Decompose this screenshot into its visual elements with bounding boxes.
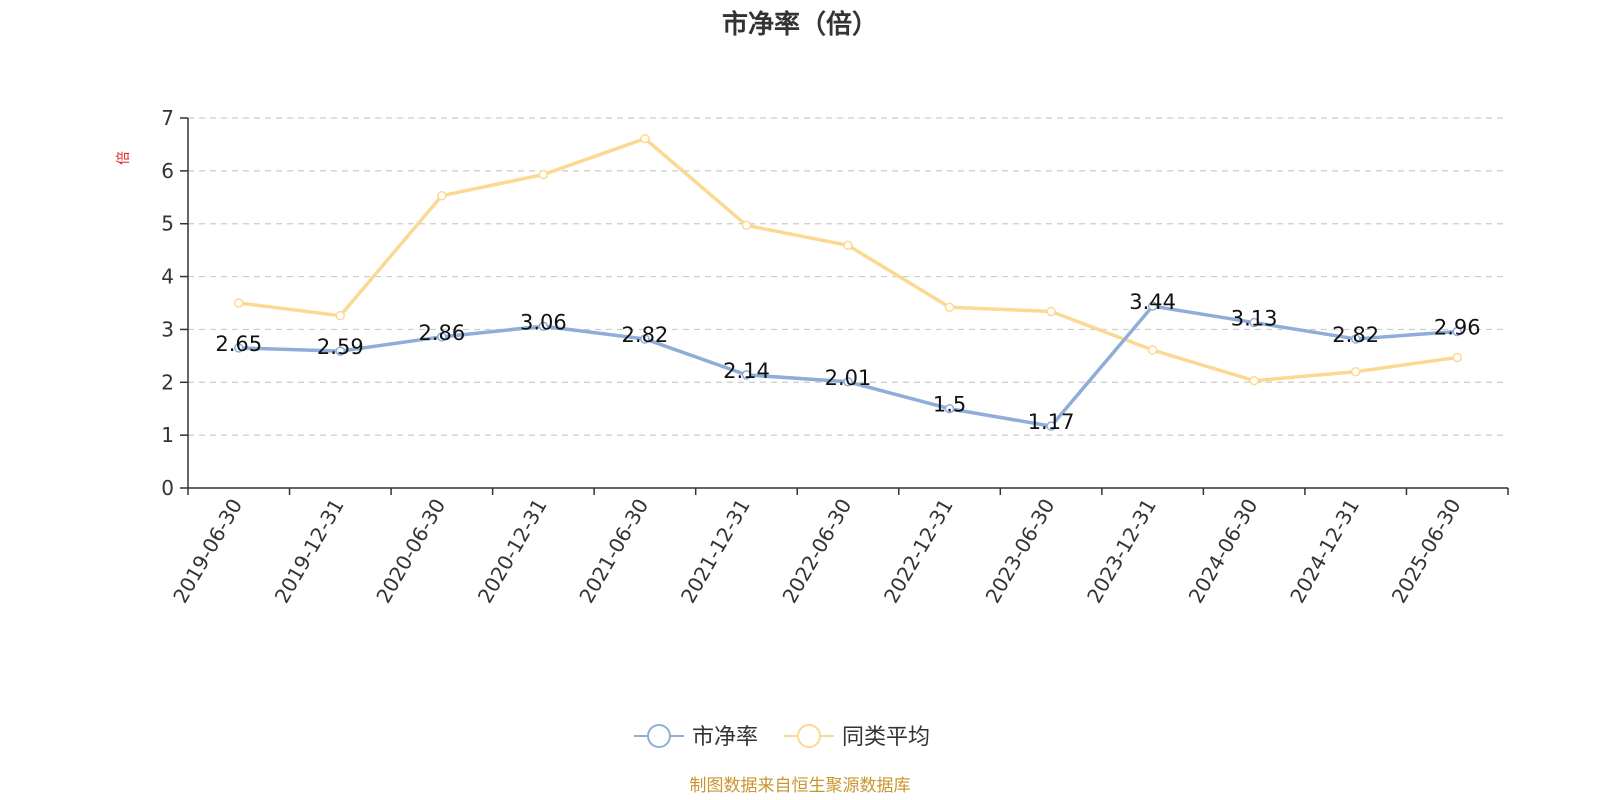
data-point[interactable]	[1249, 317, 1259, 328]
data-point[interactable]	[234, 298, 244, 308]
data-label: 3.13	[1231, 307, 1278, 331]
x-tick-label: 2024-12-31	[1285, 495, 1364, 608]
legend-marker	[797, 724, 821, 748]
data-point[interactable]	[1147, 301, 1158, 311]
data-point[interactable]	[1046, 306, 1056, 317]
data-label: 2.59	[317, 335, 364, 359]
data-point[interactable]	[538, 321, 549, 332]
data-point[interactable]	[1452, 326, 1462, 337]
data-label: 2.14	[723, 359, 770, 383]
y-tick-label: 3	[161, 317, 174, 341]
legend-marker	[647, 724, 671, 748]
data-point[interactable]	[1046, 421, 1056, 431]
data-point[interactable]	[741, 220, 752, 231]
data-point[interactable]	[437, 332, 447, 342]
x-tick-label: 2019-06-30	[168, 495, 247, 608]
data-label: 2.86	[418, 321, 465, 345]
x-tick-label: 2022-06-30	[777, 495, 856, 608]
grid-lines	[188, 117, 1508, 436]
data-point[interactable]	[1350, 366, 1361, 377]
data-labels: 2.65 2.59 2.86 3.06 2.82 2.14 2.01 1.5 1.17 3.44 3…	[215, 290, 1480, 434]
x-tick-label: 2023-12-31	[1082, 495, 1161, 608]
data-point[interactable]	[234, 343, 244, 353]
y-tick-label: 5	[161, 212, 174, 236]
x-tick-label: 2019-12-31	[270, 495, 349, 608]
x-tick-label: 2024-06-30	[1184, 495, 1263, 608]
data-point[interactable]	[437, 190, 447, 201]
legend-item[interactable]: 同类平均	[784, 724, 930, 750]
y-tick-label: 4	[161, 265, 174, 289]
data-label: 3.06	[520, 310, 567, 334]
y-tick-label: 6	[161, 159, 174, 183]
series-lines	[234, 133, 1462, 431]
data-label: 1.5	[933, 393, 966, 417]
data-point[interactable]	[538, 169, 549, 180]
data-point[interactable]	[944, 403, 955, 414]
y-tick-label: 0	[161, 476, 174, 500]
data-point[interactable]	[944, 302, 955, 312]
data-label: 2.01	[825, 366, 872, 390]
data-label: 2.96	[1434, 316, 1481, 340]
legend-label: 同类平均	[842, 725, 930, 750]
legend-label: 市净率	[692, 725, 758, 750]
data-source-footer: 制图数据来自恒生聚源数据库	[690, 776, 911, 796]
data-label: 1.17	[1028, 410, 1075, 434]
x-tick-label: 2023-06-30	[981, 495, 1060, 608]
legend[interactable]: 市净率 同类平均	[634, 724, 930, 750]
data-point[interactable]	[741, 370, 752, 380]
data-label: 2.82	[1332, 323, 1379, 347]
y-axis-label: 倍	[116, 151, 132, 165]
data-point[interactable]	[1249, 375, 1259, 386]
x-tick-label: 2025-06-30	[1387, 495, 1466, 608]
data-point[interactable]	[335, 310, 346, 321]
data-point[interactable]	[335, 346, 346, 356]
data-point[interactable]	[843, 240, 853, 251]
data-label: 2.65	[215, 332, 262, 356]
data-point[interactable]	[1452, 352, 1462, 363]
y-tick-label: 7	[161, 106, 174, 130]
x-tick-label: 2022-12-31	[879, 495, 958, 608]
data-point[interactable]	[1350, 334, 1361, 344]
data-label: 3.44	[1129, 290, 1176, 314]
legend-item[interactable]: 市净率	[634, 724, 758, 750]
x-tick-label: 2020-12-31	[473, 495, 552, 608]
chart-title: 市净率（倍）	[722, 9, 878, 40]
x-tick-label: 2021-12-31	[676, 495, 755, 608]
data-point[interactable]	[640, 334, 650, 344]
y-tick-label: 1	[161, 423, 174, 447]
x-tick-label: 2021-06-30	[574, 495, 653, 608]
data-point[interactable]	[1147, 345, 1158, 355]
data-label: 2.82	[622, 323, 669, 347]
data-point[interactable]	[640, 133, 650, 144]
y-tick-label: 2	[161, 370, 174, 394]
data-point[interactable]	[843, 377, 853, 387]
x-tick-label: 2020-06-30	[371, 495, 450, 608]
